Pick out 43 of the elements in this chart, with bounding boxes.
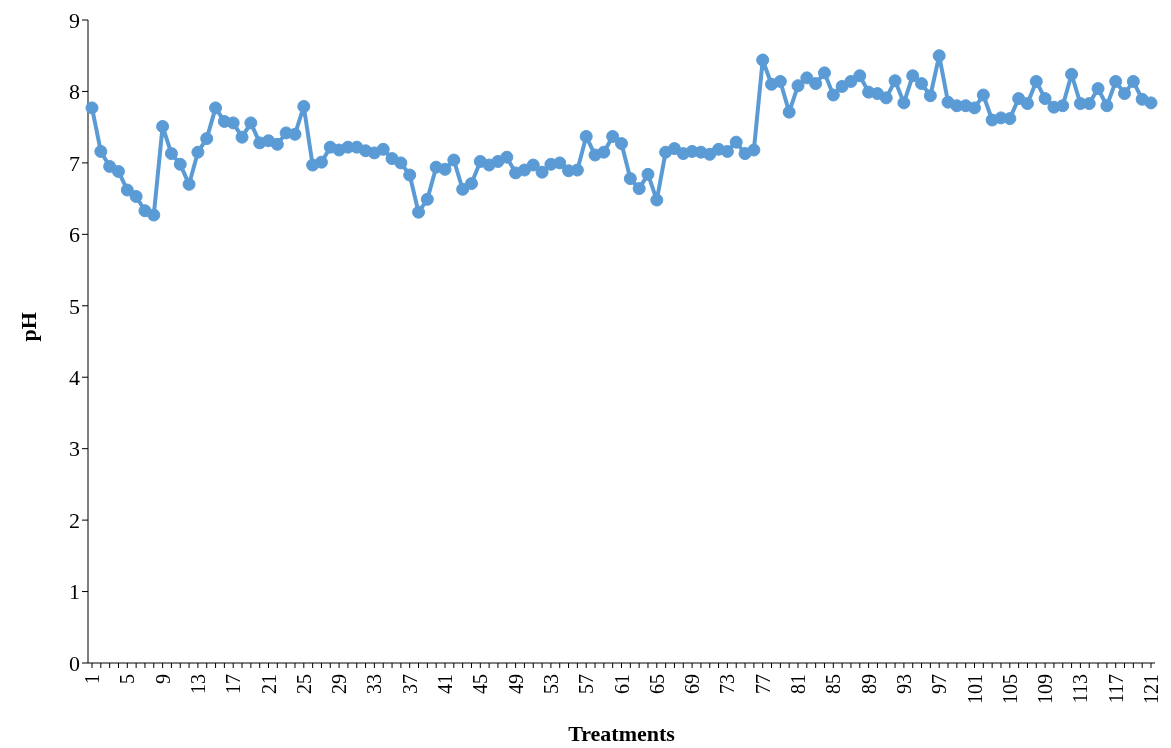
x-tick-label: 65 <box>645 674 668 694</box>
x-tick-label: 61 <box>610 674 633 694</box>
x-tick-label: 5 <box>116 674 139 684</box>
x-tick-label: 1 <box>81 674 103 684</box>
x-tick-label: 37 <box>398 674 421 694</box>
x-tick-label: 13 <box>186 674 209 694</box>
x-tick-label: 113 <box>1069 674 1092 704</box>
y-tick-label: 5 <box>69 293 80 319</box>
y-tick-label: 1 <box>69 579 80 605</box>
x-tick-label: 29 <box>328 674 351 694</box>
y-tick-label: 9 <box>69 7 80 33</box>
x-tick-label: 109 <box>1034 674 1057 704</box>
x-tick-label: 85 <box>822 674 845 694</box>
x-tick-label: 49 <box>504 674 527 694</box>
x-tick-label: 21 <box>257 674 280 694</box>
x-tick-label: 105 <box>998 674 1021 704</box>
y-tick-label: 0 <box>69 650 80 676</box>
x-tick-label: 69 <box>681 674 704 694</box>
x-tick-label: 25 <box>292 674 315 694</box>
y-tick-label: 6 <box>69 222 80 248</box>
x-tick-label: 77 <box>751 674 774 694</box>
y-tick-label: 3 <box>69 436 80 462</box>
x-tick-label: 45 <box>469 674 492 694</box>
x-tick-label: 97 <box>928 674 951 694</box>
x-tick-label: 9 <box>151 674 174 684</box>
x-tick-label: 121 <box>1140 674 1162 704</box>
x-tick-label: 53 <box>539 674 562 694</box>
x-tick-label: 117 <box>1104 674 1127 704</box>
x-tick-label: 41 <box>434 674 456 694</box>
x-axis-title: Treatments <box>568 721 676 746</box>
x-tick-label: 89 <box>857 674 880 694</box>
x-tick-label: 33 <box>363 674 386 694</box>
x-tick-label: 81 <box>787 674 809 694</box>
x-tick-label: 93 <box>892 674 915 694</box>
x-tick-label: 57 <box>575 674 598 694</box>
y-tick-label: 8 <box>69 79 80 105</box>
y-tick-label: 7 <box>69 150 80 176</box>
x-tick-label: 101 <box>963 674 986 704</box>
x-tick-label: 17 <box>222 674 245 694</box>
y-axis-title: pH <box>15 312 41 342</box>
y-tick-label: 4 <box>69 365 80 391</box>
y-tick-label: 2 <box>69 507 80 533</box>
x-tick-label: 73 <box>716 674 739 694</box>
